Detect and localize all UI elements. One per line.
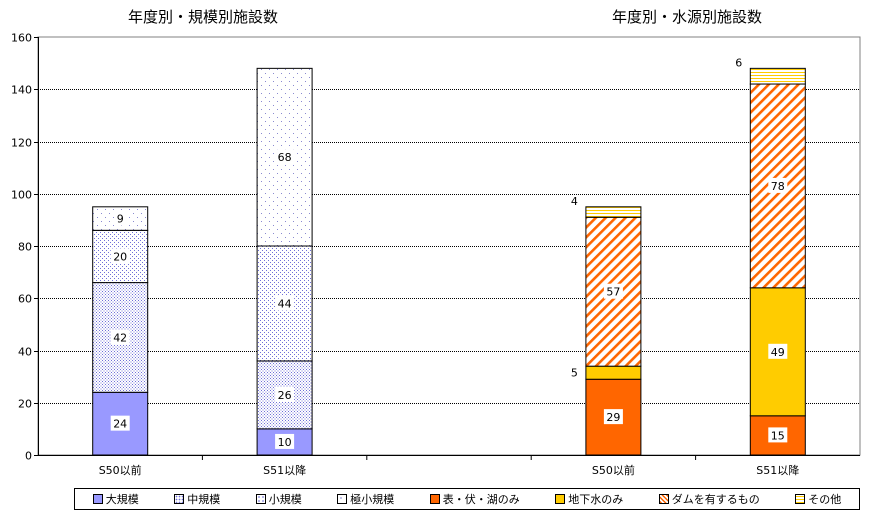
legend-swatch xyxy=(337,494,348,504)
y-tick-label: 20 xyxy=(18,398,32,411)
legend-label: その他 xyxy=(808,493,842,506)
legend-swatch xyxy=(255,494,266,504)
legend-item: その他 xyxy=(795,491,841,507)
legend-item: 中規模 xyxy=(174,491,220,507)
legend-item: ダムを有するもの xyxy=(658,491,760,507)
legend-swatch xyxy=(658,494,669,504)
stacked-bar-chart: 0 20 40 60 80 100 120 140 160 S50以前 24 42 20 9 S51以降 1… xyxy=(11,32,861,477)
data-label-bg xyxy=(110,415,130,431)
legend-label: 中規模 xyxy=(187,493,221,506)
data-label: 78 xyxy=(771,180,785,193)
legend-label: 地下水のみ xyxy=(568,493,624,506)
bar-segment xyxy=(585,206,642,218)
data-label-bg xyxy=(275,433,295,449)
legend-label: 表・伏・湖のみ xyxy=(442,493,520,506)
data-label: 49 xyxy=(771,346,785,359)
legend-swatch xyxy=(174,494,185,504)
chart-title-left: 年度別・規模別施設数 xyxy=(128,8,279,26)
data-label-bg xyxy=(110,248,130,264)
legend-item: 地下水のみ xyxy=(555,491,623,507)
data-label: 57 xyxy=(606,286,620,299)
y-tick-label: 80 xyxy=(18,241,32,254)
data-label: 4 xyxy=(571,195,578,208)
data-label: 15 xyxy=(771,429,785,442)
data-label: 42 xyxy=(113,331,127,344)
legend-item: 小規模 xyxy=(255,491,302,507)
x-tick-label: S51以降 xyxy=(263,463,306,477)
chart-title-right: 年度別・水源別施設数 xyxy=(612,8,763,26)
data-label-bg xyxy=(275,149,295,165)
y-tick-label: 140 xyxy=(11,84,32,97)
bar-segment xyxy=(585,365,642,380)
x-tick-label: S51以降 xyxy=(756,463,799,477)
legend-label: 大規模 xyxy=(105,493,139,506)
legend-item: 表・伏・湖のみ xyxy=(429,491,520,507)
data-label-bg xyxy=(603,409,623,425)
y-tick-label: 40 xyxy=(18,346,32,359)
data-label: 20 xyxy=(113,250,127,263)
y-tick-label: 160 xyxy=(11,32,32,45)
y-tick-label: 60 xyxy=(18,293,32,306)
data-label-bg xyxy=(114,210,127,226)
data-label: 26 xyxy=(278,389,292,402)
data-label: 10 xyxy=(278,436,292,449)
data-label: 68 xyxy=(278,151,292,164)
chart-legend: 大規模 中規模 小規模 極小規模 表・伏・湖のみ 地下水のみ ダムを有するもの その他 xyxy=(74,488,860,510)
legend-swatch xyxy=(92,494,103,504)
x-tick-label: S50以前 xyxy=(99,463,142,477)
x-tick-label: S50以前 xyxy=(592,463,635,477)
legend-swatch xyxy=(429,494,440,504)
data-label-bg xyxy=(768,177,788,193)
data-label: 5 xyxy=(571,367,578,380)
legend-swatch xyxy=(555,494,566,504)
bar-segment xyxy=(749,67,806,85)
y-tick-label: 100 xyxy=(11,189,32,202)
data-label: 9 xyxy=(117,213,124,226)
data-label-bg xyxy=(768,343,788,359)
data-label-bg xyxy=(603,283,623,299)
legend-item: 極小規模 xyxy=(337,491,394,507)
data-label-bg xyxy=(275,386,295,402)
data-label: 24 xyxy=(113,418,127,431)
data-label: 29 xyxy=(606,411,620,424)
data-label-bg xyxy=(768,427,788,443)
data-label: 44 xyxy=(278,297,292,310)
legend-label: 小規模 xyxy=(268,493,302,506)
legend-item: 大規模 xyxy=(92,491,139,507)
y-tick-label: 120 xyxy=(11,137,32,150)
legend-label: ダムを有するもの xyxy=(671,493,760,506)
y-tick-label: 0 xyxy=(25,450,32,463)
data-label-bg xyxy=(110,329,130,345)
data-label: 6 xyxy=(735,56,742,69)
data-label-bg xyxy=(275,295,295,311)
legend-label: 極小規模 xyxy=(350,493,395,506)
legend-swatch xyxy=(795,494,806,504)
